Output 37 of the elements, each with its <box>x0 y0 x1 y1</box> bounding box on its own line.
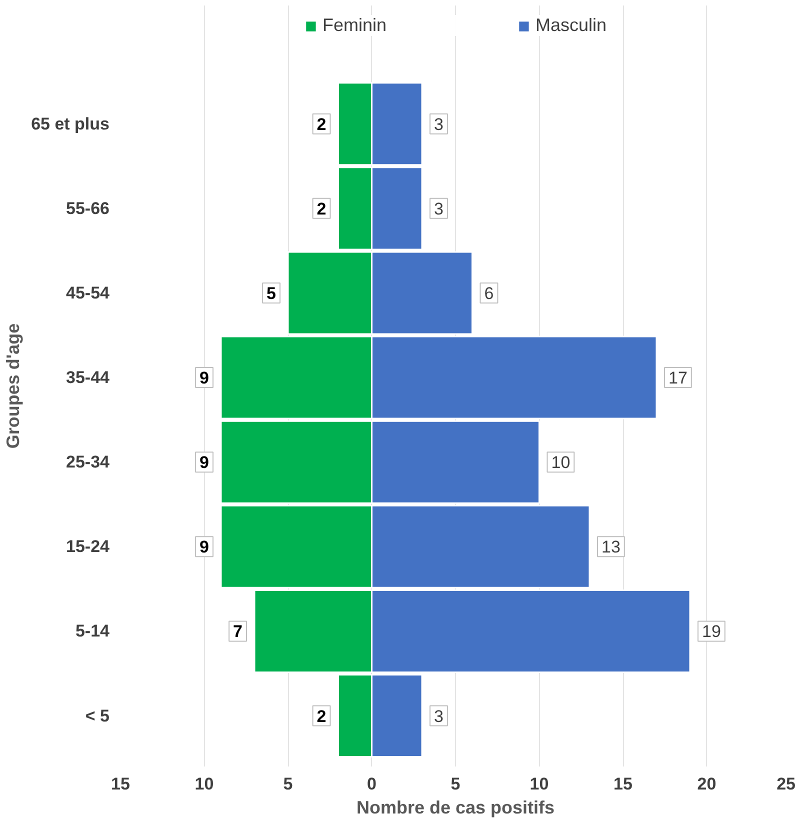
y-tick-label: 15-24 <box>66 537 110 556</box>
y-tick-label: < 5 <box>85 706 110 726</box>
data-label: 5 <box>266 284 276 303</box>
data-label: 9 <box>200 453 210 472</box>
data-label: 9 <box>200 538 210 557</box>
x-tick-label: 10 <box>530 774 549 794</box>
y-axis-title: Groupes d'age <box>3 323 24 449</box>
x-tick-label: 0 <box>367 774 376 794</box>
y-tick-label: 45-54 <box>66 283 110 302</box>
data-label: 19 <box>702 622 721 642</box>
data-label: 7 <box>233 622 243 642</box>
data-label: 3 <box>434 114 444 134</box>
x-tick-label: 20 <box>697 774 716 794</box>
data-label: 10 <box>551 453 570 472</box>
legend-label: Feminin <box>322 15 386 36</box>
x-tick-label: 25 <box>776 774 796 794</box>
y-tick-label: 5-14 <box>75 622 110 641</box>
y-tick-label: 65 et plus <box>31 114 110 134</box>
x-tick-label: 5 <box>450 774 460 794</box>
data-label: 3 <box>434 199 444 218</box>
x-axis-title: Nombre de cas positifs <box>356 798 555 818</box>
x-tick-label: 15 <box>614 774 632 794</box>
x-tick-label: 5 <box>283 774 293 794</box>
data-label: 9 <box>200 368 210 388</box>
data-label: 13 <box>602 538 620 557</box>
y-tick-label: 55-66 <box>66 198 110 218</box>
x-tick-label: 15 <box>111 774 130 794</box>
x-tick-label: 10 <box>194 774 214 794</box>
data-label: 2 <box>316 114 326 134</box>
data-label: 2 <box>316 706 326 726</box>
data-label: 2 <box>316 199 326 218</box>
legend-label: Masculin <box>536 15 607 36</box>
y-tick-label: 25-34 <box>66 452 110 472</box>
data-label: 17 <box>668 368 688 388</box>
data-label: 3 <box>434 706 444 726</box>
data-label: 6 <box>484 284 494 303</box>
y-tick-label: 35-44 <box>66 368 110 388</box>
